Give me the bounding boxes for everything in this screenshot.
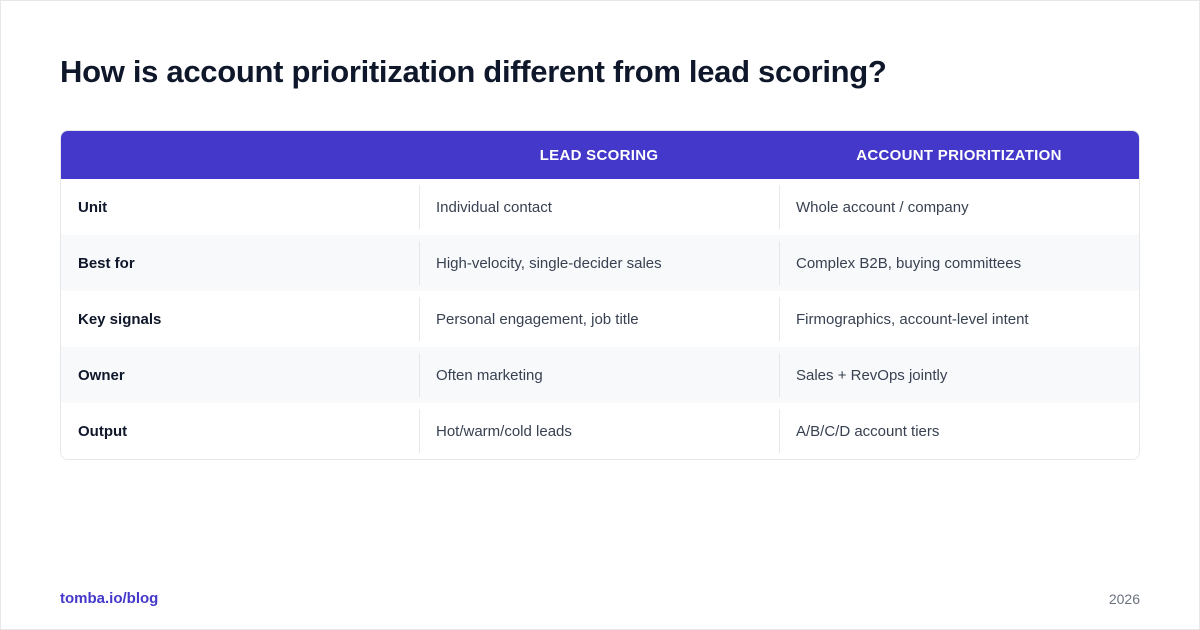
table-row: Owner Often marketing Sales + RevOps joi…: [61, 347, 1139, 403]
table-row: Unit Individual contact Whole account / …: [61, 179, 1139, 235]
table-row: Output Hot/warm/cold leads A/B/C/D accou…: [61, 403, 1139, 459]
footer-year: 2026: [1108, 591, 1140, 607]
blog-link[interactable]: tomba.io/blog: [60, 590, 159, 607]
account-prioritization-cell: Whole account / company: [779, 179, 1139, 235]
account-prioritization-cell: Complex B2B, buying committees: [779, 235, 1139, 291]
header-cell-empty: [61, 131, 419, 179]
table-row: Key signals Personal engagement, job tit…: [61, 291, 1139, 347]
row-label: Owner: [78, 366, 125, 384]
row-label: Key signals: [78, 310, 162, 328]
table-row: Best for High-velocity, single-decider s…: [61, 235, 1139, 291]
page-title: How is account prioritization different …: [60, 54, 887, 89]
header-cell-lead-scoring: LEAD SCORING: [539, 146, 659, 164]
lead-scoring-cell: Often marketing: [419, 347, 779, 403]
lead-scoring-cell: Individual contact: [419, 179, 779, 235]
comparison-table: LEAD SCORING ACCOUNT PRIORITIZATION Unit…: [60, 130, 1140, 460]
account-prioritization-cell: A/B/C/D account tiers: [779, 403, 1139, 459]
account-prioritization-cell: Firmographics, account-level intent: [779, 291, 1139, 347]
header-cell-account-prioritization: ACCOUNT PRIORITIZATION: [856, 146, 1062, 164]
table-header: LEAD SCORING ACCOUNT PRIORITIZATION: [61, 131, 1139, 179]
lead-scoring-cell: Hot/warm/cold leads: [419, 403, 779, 459]
account-prioritization-cell: Sales + RevOps jointly: [779, 347, 1139, 403]
row-label: Output: [78, 422, 128, 440]
lead-scoring-cell: High-velocity, single-decider sales: [419, 235, 779, 291]
row-label: Best for: [78, 254, 135, 272]
row-label: Unit: [78, 198, 108, 216]
lead-scoring-cell: Personal engagement, job title: [419, 291, 779, 347]
